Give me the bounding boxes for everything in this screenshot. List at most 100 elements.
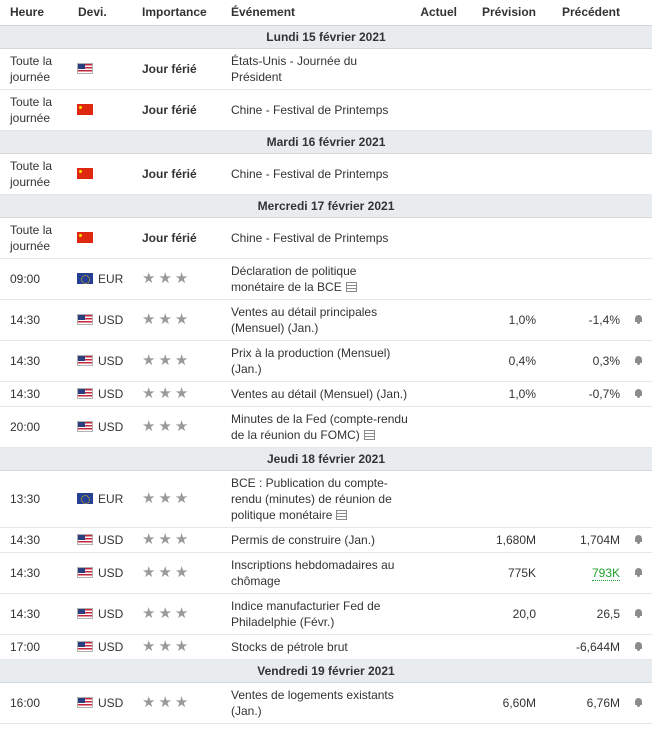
bell-icon[interactable] bbox=[634, 355, 643, 365]
header-currency[interactable]: Devi. bbox=[68, 0, 132, 26]
event-actual-cell bbox=[413, 340, 461, 382]
event-row[interactable]: 13:30 EUR ★★★ BCE : Publication du compte-r… bbox=[0, 470, 652, 528]
event-name[interactable]: Stocks de pétrole brut bbox=[231, 639, 348, 654]
event-importance-cell: Jour férié bbox=[132, 217, 221, 259]
event-forecast: 20,0 bbox=[512, 606, 536, 621]
event-row[interactable]: Toute la journée Jour férié Chine - Festiv… bbox=[0, 89, 652, 131]
event-forecast-cell bbox=[461, 406, 540, 448]
event-row[interactable]: Toute la journée Jour férié Chine - Festiv… bbox=[0, 153, 652, 195]
event-name-cell[interactable]: Ventes au détail principales (Mensuel) (… bbox=[221, 299, 413, 341]
flag-us-icon bbox=[77, 313, 93, 325]
event-row[interactable]: 14:30 USD ★★★ Ventes au détail (Mensuel) (J… bbox=[0, 381, 652, 407]
event-currency-cell: USD bbox=[68, 682, 132, 724]
event-row[interactable]: 14:30 USD ★★★ Inscriptions hebdomadaires au… bbox=[0, 552, 652, 594]
event-name[interactable]: Ventes de logements existants (Jan.) bbox=[231, 687, 394, 718]
event-row[interactable]: 14:30 USD ★★★ Ventes au détail principales … bbox=[0, 299, 652, 341]
event-forecast-cell: 0,4% bbox=[461, 340, 540, 382]
event-row[interactable]: Toute la journée Jour férié États-Unis - J… bbox=[0, 48, 652, 90]
event-name[interactable]: Chine - Festival de Printemps bbox=[231, 230, 389, 245]
event-name-cell[interactable]: BCE : Publication du compte-rendu (minut… bbox=[221, 470, 413, 528]
header-previous[interactable]: Précédent bbox=[540, 0, 624, 26]
event-row[interactable]: 16:00 USD ★★★ Ventes de logements existants… bbox=[0, 682, 652, 724]
day-label: Jeudi 18 février 2021 bbox=[0, 446, 652, 471]
bell-icon[interactable] bbox=[634, 697, 643, 707]
event-name-cell[interactable]: Ventes de logements existants (Jan.) bbox=[221, 682, 413, 724]
event-currency-cell: USD bbox=[68, 406, 132, 448]
event-name[interactable]: Ventes au détail principales (Mensuel) (… bbox=[231, 304, 378, 335]
event-currency-cell: USD bbox=[68, 299, 132, 341]
event-name[interactable]: Inscriptions hebdomadaires au chômage bbox=[231, 557, 395, 588]
event-name[interactable]: Chine - Festival de Printemps bbox=[231, 166, 389, 181]
importance-stars-icon: ★★★ bbox=[142, 269, 192, 287]
event-name-cell[interactable]: Chine - Festival de Printemps bbox=[221, 153, 413, 195]
document-icon[interactable] bbox=[363, 429, 375, 440]
document-icon[interactable] bbox=[336, 509, 348, 520]
event-name-cell[interactable]: Permis de construire (Jan.) bbox=[221, 527, 413, 553]
bell-icon[interactable] bbox=[634, 567, 643, 577]
event-forecast: 0,4% bbox=[508, 353, 536, 368]
event-row[interactable]: 20:00 USD ★★★ Minutes de la Fed (compte-ren… bbox=[0, 406, 652, 448]
bell-icon[interactable] bbox=[634, 534, 643, 544]
event-name-cell[interactable]: Déclaration de politique monétaire de la… bbox=[221, 258, 413, 300]
event-time: 14:30 bbox=[0, 552, 68, 594]
day-label: Lundi 15 février 2021 bbox=[0, 24, 652, 49]
event-actual-cell bbox=[413, 48, 461, 90]
bell-icon[interactable] bbox=[634, 388, 643, 398]
flag-cn-icon bbox=[77, 103, 93, 115]
header-time[interactable]: Heure bbox=[0, 0, 68, 26]
event-previous: -0,7% bbox=[588, 386, 620, 401]
event-name[interactable]: États-Unis - Journée du Président bbox=[231, 53, 358, 84]
event-row[interactable]: 17:00 USD ★★★ Stocks de pétrole brut -6,644M bbox=[0, 634, 652, 660]
event-name[interactable]: Indice manufacturier Fed de Philadelphie… bbox=[231, 598, 381, 629]
event-row[interactable]: Toute la journée Jour férié Chine - Festiv… bbox=[0, 217, 652, 259]
event-name-cell[interactable]: Minutes de la Fed (compte-rendu de la ré… bbox=[221, 406, 413, 448]
event-name[interactable]: Minutes de la Fed (compte-rendu de la ré… bbox=[231, 411, 408, 442]
event-row[interactable]: 09:00 EUR ★★★ Déclaration de politique moné… bbox=[0, 258, 652, 300]
importance-stars-icon: ★★★ bbox=[142, 384, 192, 402]
event-importance-cell: ★★★ bbox=[132, 340, 221, 382]
event-name-cell[interactable]: Chine - Festival de Printemps bbox=[221, 217, 413, 259]
header-event[interactable]: Événement bbox=[221, 0, 413, 26]
event-name[interactable]: Permis de construire (Jan.) bbox=[231, 532, 376, 547]
event-name-cell[interactable]: Chine - Festival de Printemps bbox=[221, 89, 413, 131]
event-time: Toute la journée bbox=[0, 89, 68, 131]
holiday-label: Jour férié bbox=[142, 102, 197, 117]
event-currency-cell bbox=[68, 217, 132, 259]
header-actual[interactable]: Actuel bbox=[413, 0, 461, 26]
event-row[interactable]: 14:30 USD ★★★ Permis de construire (Jan.) 1,… bbox=[0, 527, 652, 553]
event-name-cell[interactable]: Ventes au détail (Mensuel) (Jan.) bbox=[221, 381, 413, 407]
event-row[interactable]: 14:30 USD ★★★ Indice manufacturier Fed de P… bbox=[0, 593, 652, 635]
event-importance-cell: ★★★ bbox=[132, 552, 221, 594]
event-name[interactable]: Ventes au détail (Mensuel) (Jan.) bbox=[231, 386, 408, 401]
event-forecast: 6,60M bbox=[502, 695, 536, 710]
header-forecast[interactable]: Prévision bbox=[461, 0, 540, 26]
event-previous-cell bbox=[540, 48, 624, 90]
event-alert-cell bbox=[624, 299, 652, 341]
event-importance-cell: ★★★ bbox=[132, 634, 221, 660]
bell-icon[interactable] bbox=[634, 314, 643, 324]
flag-us-icon bbox=[77, 607, 93, 619]
event-time: 14:30 bbox=[0, 340, 68, 382]
event-currency-cell: EUR bbox=[68, 470, 132, 528]
holiday-label: Jour férié bbox=[142, 166, 197, 181]
event-previous: 1,704M bbox=[579, 532, 620, 547]
bell-icon[interactable] bbox=[634, 641, 643, 651]
event-time: 09:00 bbox=[0, 258, 68, 300]
bell-icon[interactable] bbox=[634, 608, 643, 618]
event-name-cell[interactable]: Stocks de pétrole brut bbox=[221, 634, 413, 660]
event-name[interactable]: Déclaration de politique monétaire de la… bbox=[231, 263, 357, 294]
event-name[interactable]: Prix à la production (Mensuel) (Jan.) bbox=[231, 345, 391, 376]
event-name-cell[interactable]: États-Unis - Journée du Président bbox=[221, 48, 413, 90]
event-row[interactable]: 14:30 USD ★★★ Prix à la production (Mensuel… bbox=[0, 340, 652, 382]
event-name-cell[interactable]: Prix à la production (Mensuel) (Jan.) bbox=[221, 340, 413, 382]
event-name-cell[interactable]: Indice manufacturier Fed de Philadelphie… bbox=[221, 593, 413, 635]
event-actual-cell bbox=[413, 593, 461, 635]
event-importance-cell: ★★★ bbox=[132, 406, 221, 448]
event-name-cell[interactable]: Inscriptions hebdomadaires au chômage bbox=[221, 552, 413, 594]
event-forecast-cell bbox=[461, 48, 540, 90]
holiday-label: Jour férié bbox=[142, 230, 197, 245]
event-name[interactable]: Chine - Festival de Printemps bbox=[231, 102, 389, 117]
document-icon[interactable] bbox=[345, 281, 357, 292]
header-importance[interactable]: Importance bbox=[132, 0, 221, 26]
event-name[interactable]: BCE : Publication du compte-rendu (minut… bbox=[231, 475, 392, 522]
